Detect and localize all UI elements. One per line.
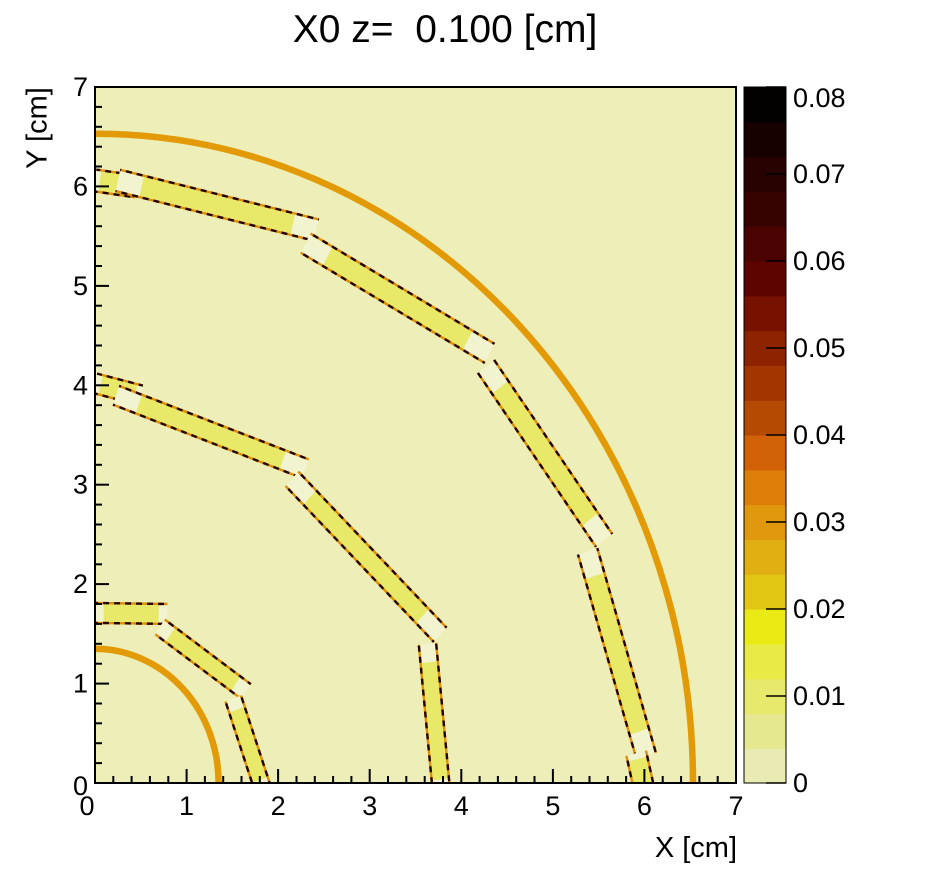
module-inner-layer [225,695,270,783]
svg-text:0: 0 [79,791,94,821]
y-axis-labels: 0 1 2 3 4 5 6 7 [73,72,88,801]
module-edge [95,621,168,626]
module-cap [416,609,447,642]
detector-modules [95,168,658,783]
module-edge [493,359,614,535]
svg-text:4: 4 [454,791,469,821]
module-cap [95,603,104,623]
module-edge [163,618,252,686]
module-edge [576,554,638,760]
module-cap [155,619,175,642]
module-cap [477,359,509,394]
module-edge [119,168,320,221]
svg-text:1: 1 [73,669,88,699]
svg-text:7: 7 [73,72,88,102]
svg-text:0.04: 0.04 [793,420,846,450]
module-cap [629,728,656,760]
y-axis [95,86,109,784]
module-outer-layer [477,359,613,547]
x-axis-labels: 0 1 2 3 4 5 6 7 [79,791,743,821]
module-edge [300,251,486,365]
module-cap [581,513,613,547]
module-edge [417,644,434,783]
module-edge [96,372,144,387]
svg-text:0: 0 [793,768,808,798]
svg-text:0: 0 [73,771,88,801]
svg-text:7: 7 [728,791,743,821]
palette-bar [743,86,787,784]
module-cap [225,695,245,713]
module-cap [300,233,333,266]
svg-text:5: 5 [73,271,88,301]
module-cap [626,750,648,762]
svg-text:0.05: 0.05 [793,333,846,363]
module-outer-layer [115,169,319,241]
svg-text:0.08: 0.08 [793,83,846,113]
svg-text:3: 3 [362,791,377,821]
module-edge [644,750,655,783]
module-outer-layer [300,233,495,363]
module-cap [231,676,251,699]
svg-text:0.06: 0.06 [793,246,846,276]
svg-text:0.01: 0.01 [793,681,846,711]
x-axis [94,769,737,783]
module-middle-layer [285,471,447,642]
module-inner-layer [95,603,168,624]
module-edge [95,601,168,606]
module-edge [112,403,303,480]
svg-text:6: 6 [73,171,88,201]
svg-text:2: 2 [73,569,88,599]
module-edge [596,547,658,754]
module-edge [224,701,254,783]
plot-title: X0 z= 0.100 [cm] [292,8,598,51]
module-middle-layer [113,385,309,479]
svg-text:6: 6 [637,791,652,821]
module-middle-layer [418,642,450,783]
svg-text:0.02: 0.02 [793,594,846,624]
module-inner-layer [155,619,251,699]
svg-text:3: 3 [73,470,88,500]
module-cap [252,776,270,783]
module-edge [115,189,315,242]
plot-frame [94,86,737,784]
module-edge [625,755,634,783]
palette-labels: 0 0.01 0.02 0.03 0.04 0.05 0.06 0.07 0.08 [793,83,846,798]
svg-text:4: 4 [73,370,88,400]
module-edge [239,695,271,783]
module-edge [118,384,310,461]
module-cap [95,373,103,395]
module-cap [578,548,605,580]
module-edge [297,470,448,629]
module-cap [431,778,450,783]
module-cap [418,642,438,664]
svg-text:0.07: 0.07 [793,159,846,189]
svg-text:0.03: 0.03 [793,507,846,537]
y-axis-title: Y [cm] [21,87,54,169]
module-outer-layer [578,548,656,760]
module-cap [462,330,495,363]
x-axis-title: X [cm] [654,832,737,864]
module-edge [95,190,136,199]
module-edge [284,485,435,643]
svg-text:5: 5 [545,791,560,821]
module-cap [285,471,317,505]
module-cap [115,169,144,198]
module-edge [434,642,451,783]
module-edge [154,633,243,700]
svg-text:1: 1 [179,791,194,821]
svg-text:2: 2 [271,791,286,821]
module-edge [476,372,597,548]
module-edge [309,232,496,345]
